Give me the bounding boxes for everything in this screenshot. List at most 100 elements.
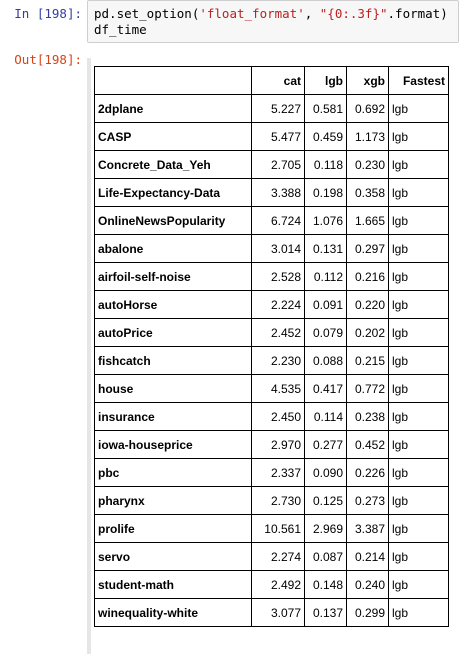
row-index-label: student-math [94, 570, 252, 599]
cell-fastest: lgb [388, 486, 449, 515]
code-input-cell[interactable]: pd.set_option('float_format', "{0:.3f}".… [87, 0, 459, 43]
row-index-label: pharynx [94, 486, 252, 515]
cell-cat: 5.227 [251, 94, 305, 123]
table-row: Concrete_Data_Yeh 2.705 0.118 0.230 lgb [94, 150, 449, 179]
table-row: prolife 10.561 2.969 3.387 lgb [94, 514, 449, 543]
cell-xgb: 3.387 [346, 514, 389, 543]
output-prompt: Out[198]: [14, 52, 82, 67]
table-row: servo 2.274 0.087 0.214 lgb [94, 542, 449, 571]
row-index-label: CASP [94, 122, 252, 151]
table-row: winequality-white 3.077 0.137 0.299 lgb [94, 598, 449, 627]
cell-cat: 3.388 [251, 178, 305, 207]
cell-fastest: lgb [388, 94, 449, 123]
cell-lgb: 0.112 [304, 262, 347, 291]
cell-fastest: lgb [388, 122, 449, 151]
cell-lgb: 0.581 [304, 94, 347, 123]
cell-cat: 2.452 [251, 318, 305, 347]
table-row: airfoil-self-noise 2.528 0.112 0.216 lgb [94, 262, 449, 291]
cell-fastest: lgb [388, 262, 449, 291]
cell-fastest: lgb [388, 150, 449, 179]
cell-lgb: 0.087 [304, 542, 347, 571]
index-header [94, 66, 252, 95]
cell-xgb: 0.299 [346, 598, 389, 627]
table-row: pbc 2.337 0.090 0.226 lgb [94, 458, 449, 487]
row-index-label: abalone [94, 234, 252, 263]
cell-xgb: 0.220 [346, 290, 389, 319]
cell-cat: 6.724 [251, 206, 305, 235]
cell-xgb: 0.226 [346, 458, 389, 487]
table-row: Life-Expectancy-Data 3.388 0.198 0.358 lgb [94, 178, 449, 207]
cell-lgb: 0.277 [304, 430, 347, 459]
row-index-label: prolife [94, 514, 252, 543]
cell-fastest: lgb [388, 206, 449, 235]
code-token-tail: .format) [387, 6, 448, 21]
cell-cat: 4.535 [251, 374, 305, 403]
cell-fastest: lgb [388, 346, 449, 375]
cell-xgb: 0.240 [346, 570, 389, 599]
cell-cat: 2.230 [251, 346, 305, 375]
header-row: cat lgb xgb Fastest [94, 66, 449, 95]
table-row: insurance 2.450 0.114 0.238 lgb [94, 402, 449, 431]
cell-lgb: 0.137 [304, 598, 347, 627]
table-row: autoPrice 2.452 0.079 0.202 lgb [94, 318, 449, 347]
row-index-label: Concrete_Data_Yeh [94, 150, 252, 179]
cell-cat: 5.477 [251, 122, 305, 151]
row-index-label: house [94, 374, 252, 403]
cell-xgb: 0.273 [346, 486, 389, 515]
cell-xgb: 0.772 [346, 374, 389, 403]
cell-cat: 10.561 [251, 514, 305, 543]
cell-cat: 3.014 [251, 234, 305, 263]
cell-xgb: 0.215 [346, 346, 389, 375]
cell-xgb: 1.665 [346, 206, 389, 235]
cell-fastest: lgb [388, 402, 449, 431]
cell-xgb: 0.358 [346, 178, 389, 207]
row-index-label: pbc [94, 458, 252, 487]
cell-fastest: lgb [388, 542, 449, 571]
row-index-label: 2dplane [94, 94, 252, 123]
cell-lgb: 0.079 [304, 318, 347, 347]
cell-xgb: 0.238 [346, 402, 389, 431]
cell-lgb: 0.125 [304, 486, 347, 515]
cell-fastest: lgb [388, 430, 449, 459]
row-index-label: OnlineNewsPopularity [94, 206, 252, 235]
cell-fastest: lgb [388, 458, 449, 487]
table-row: 2dplane 5.227 0.581 0.692 lgb [94, 94, 449, 123]
cell-fastest: lgb [388, 290, 449, 319]
cell-fastest: lgb [388, 514, 449, 543]
row-index-label: insurance [94, 402, 252, 431]
cell-cat: 2.274 [251, 542, 305, 571]
cell-fastest: lgb [388, 234, 449, 263]
row-index-label: airfoil-self-noise [94, 262, 252, 291]
dataframe-table: cat lgb xgb Fastest 2dplane 5.227 0.581 0.6… [94, 66, 449, 627]
cell-cat: 2.970 [251, 430, 305, 459]
code-token-string: "{0:.3f}" [319, 6, 388, 21]
cell-cat: 2.337 [251, 458, 305, 487]
code-token-string: 'float_format' [199, 6, 305, 21]
cell-xgb: 0.202 [346, 318, 389, 347]
cell-xgb: 0.692 [346, 94, 389, 123]
cell-lgb: 0.459 [304, 122, 347, 151]
column-header-cat: cat [251, 66, 305, 95]
row-index-label: winequality-white [94, 598, 252, 627]
cell-fastest: lgb [388, 374, 449, 403]
column-header-lgb: lgb [304, 66, 347, 95]
cell-lgb: 2.969 [304, 514, 347, 543]
cell-cat: 3.077 [251, 598, 305, 627]
table-row: pharynx 2.730 0.125 0.273 lgb [94, 486, 449, 515]
cell-lgb: 1.076 [304, 206, 347, 235]
code-token-function: pd.set_option( [94, 6, 200, 21]
cell-lgb: 0.114 [304, 402, 347, 431]
cell-lgb: 0.198 [304, 178, 347, 207]
table-row: student-math 2.492 0.148 0.240 lgb [94, 570, 449, 599]
cell-lgb: 0.118 [304, 150, 347, 179]
row-index-label: fishcatch [94, 346, 252, 375]
input-prompt: In [198]: [14, 6, 82, 21]
row-index-label: iowa-houseprice [94, 430, 252, 459]
cell-cat: 2.450 [251, 402, 305, 431]
table-row: iowa-houseprice 2.970 0.277 0.452 lgb [94, 430, 449, 459]
cell-fastest: lgb [388, 178, 449, 207]
cell-fastest: lgb [388, 318, 449, 347]
cell-xgb: 1.173 [346, 122, 389, 151]
row-index-label: autoPrice [94, 318, 252, 347]
output-scroll-strip[interactable] [87, 58, 91, 654]
